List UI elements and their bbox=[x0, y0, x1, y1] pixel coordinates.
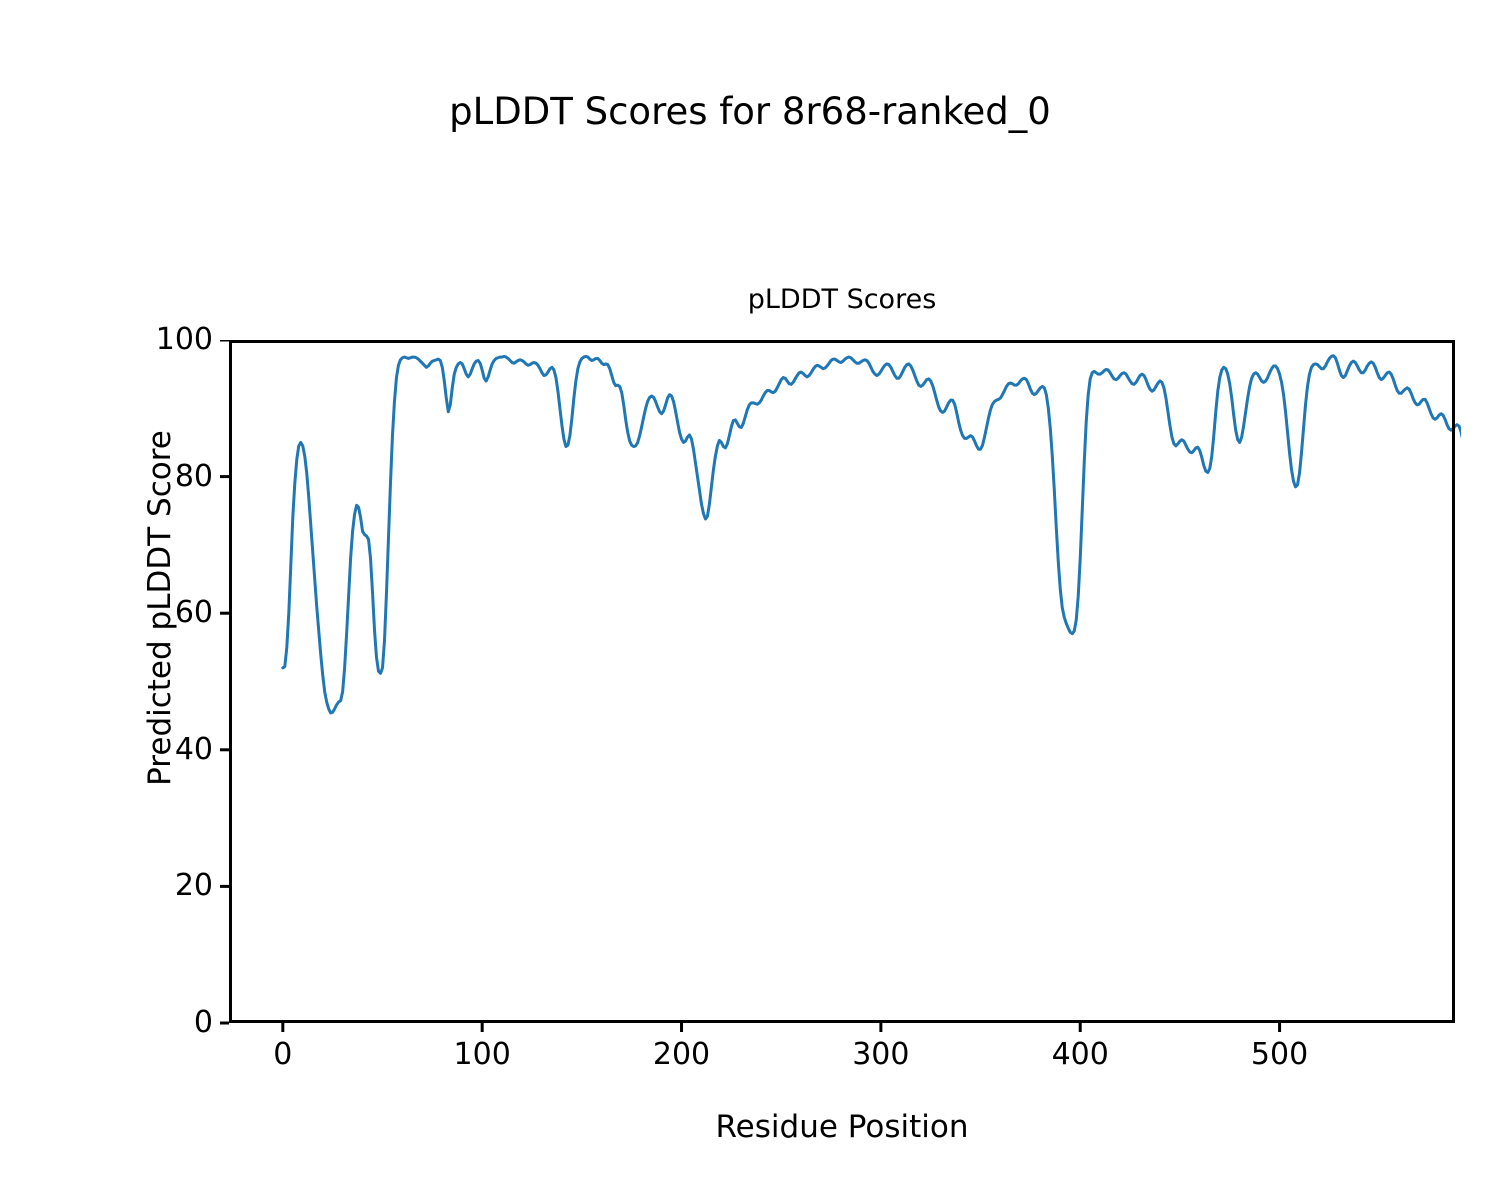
y-tick-label: 100 bbox=[155, 322, 213, 357]
x-tick-label: 300 bbox=[852, 1037, 910, 1072]
y-tick-label: 20 bbox=[174, 868, 213, 904]
y-tick-label: 0 bbox=[193, 1005, 213, 1040]
axes-title: pLDDT Scores bbox=[747, 284, 937, 315]
tick-marks bbox=[220, 340, 1282, 1032]
y-tick-labels: 0 20 40 60 80 100 bbox=[0, 325, 213, 1038]
plot-svg bbox=[220, 340, 1461, 1032]
x-tick-label: 500 bbox=[1250, 1037, 1309, 1072]
x-tick-label: 200 bbox=[652, 1037, 711, 1072]
figure-suptitle: pLDDT Scores for 8r68-ranked_0 bbox=[449, 90, 1051, 133]
x-tick-labels: 0 100 200 300 400 500 bbox=[229, 1040, 1455, 1080]
plot-background bbox=[229, 340, 1455, 1023]
plot-area bbox=[215, 340, 1461, 1032]
y-tick-label: 60 bbox=[174, 595, 213, 631]
y-tick-label: 80 bbox=[174, 458, 213, 494]
x-tick-label: 400 bbox=[1051, 1037, 1109, 1072]
plddt-line-series bbox=[281, 354, 1461, 715]
x-tick-label: 0 bbox=[273, 1037, 293, 1072]
x-tick-label: 100 bbox=[453, 1037, 511, 1072]
y-tick-label: 40 bbox=[174, 731, 213, 767]
axes-spines bbox=[229, 340, 1455, 1023]
x-axis-label: Residue Position bbox=[715, 1109, 969, 1145]
